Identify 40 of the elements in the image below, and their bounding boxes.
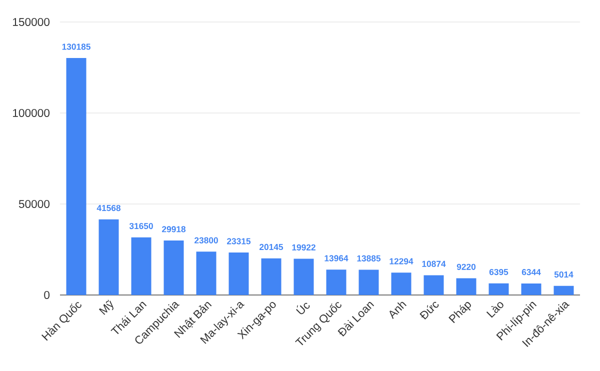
y-tick-label: 0 — [44, 290, 50, 299]
bar — [488, 283, 509, 295]
y-tick-label: 150000 — [13, 18, 50, 26]
data-label: 29918 — [162, 226, 186, 232]
data-label: 41568 — [96, 204, 121, 212]
data-label: 6395 — [489, 268, 508, 276]
x-tick-label: Anh — [390, 302, 407, 320]
bar — [521, 283, 542, 295]
bar — [554, 286, 574, 295]
bar — [326, 270, 346, 295]
data-label: 23315 — [227, 238, 251, 244]
data-label: 6344 — [522, 269, 541, 276]
data-label: 13885 — [357, 255, 381, 262]
x-tick-label: Mỹ — [98, 300, 114, 315]
data-label: 10874 — [422, 260, 446, 267]
bar — [164, 240, 184, 295]
data-label: 130185 — [62, 44, 90, 50]
bar — [131, 237, 152, 295]
x-tick-label: Đức — [420, 302, 439, 320]
data-label: 13964 — [324, 255, 348, 262]
bar — [456, 278, 476, 295]
data-label: 9220 — [456, 264, 476, 270]
y-tick-label: 50000 — [18, 200, 50, 208]
y-tick-label: 100000 — [13, 108, 50, 117]
data-label: 19922 — [292, 244, 316, 250]
bar — [66, 58, 86, 295]
bar — [358, 270, 379, 295]
data-label: 12294 — [390, 258, 414, 264]
bar — [261, 258, 282, 295]
x-tick-label: Úc — [296, 302, 310, 314]
bar — [391, 272, 412, 295]
bar — [228, 252, 249, 295]
bar — [98, 219, 119, 295]
data-label: 23800 — [194, 237, 218, 244]
bar — [294, 258, 314, 295]
data-label: 5014 — [554, 271, 574, 278]
data-label: 20145 — [259, 244, 284, 250]
data-label: 31650 — [129, 222, 153, 230]
bar — [196, 252, 216, 295]
bar — [424, 275, 444, 295]
